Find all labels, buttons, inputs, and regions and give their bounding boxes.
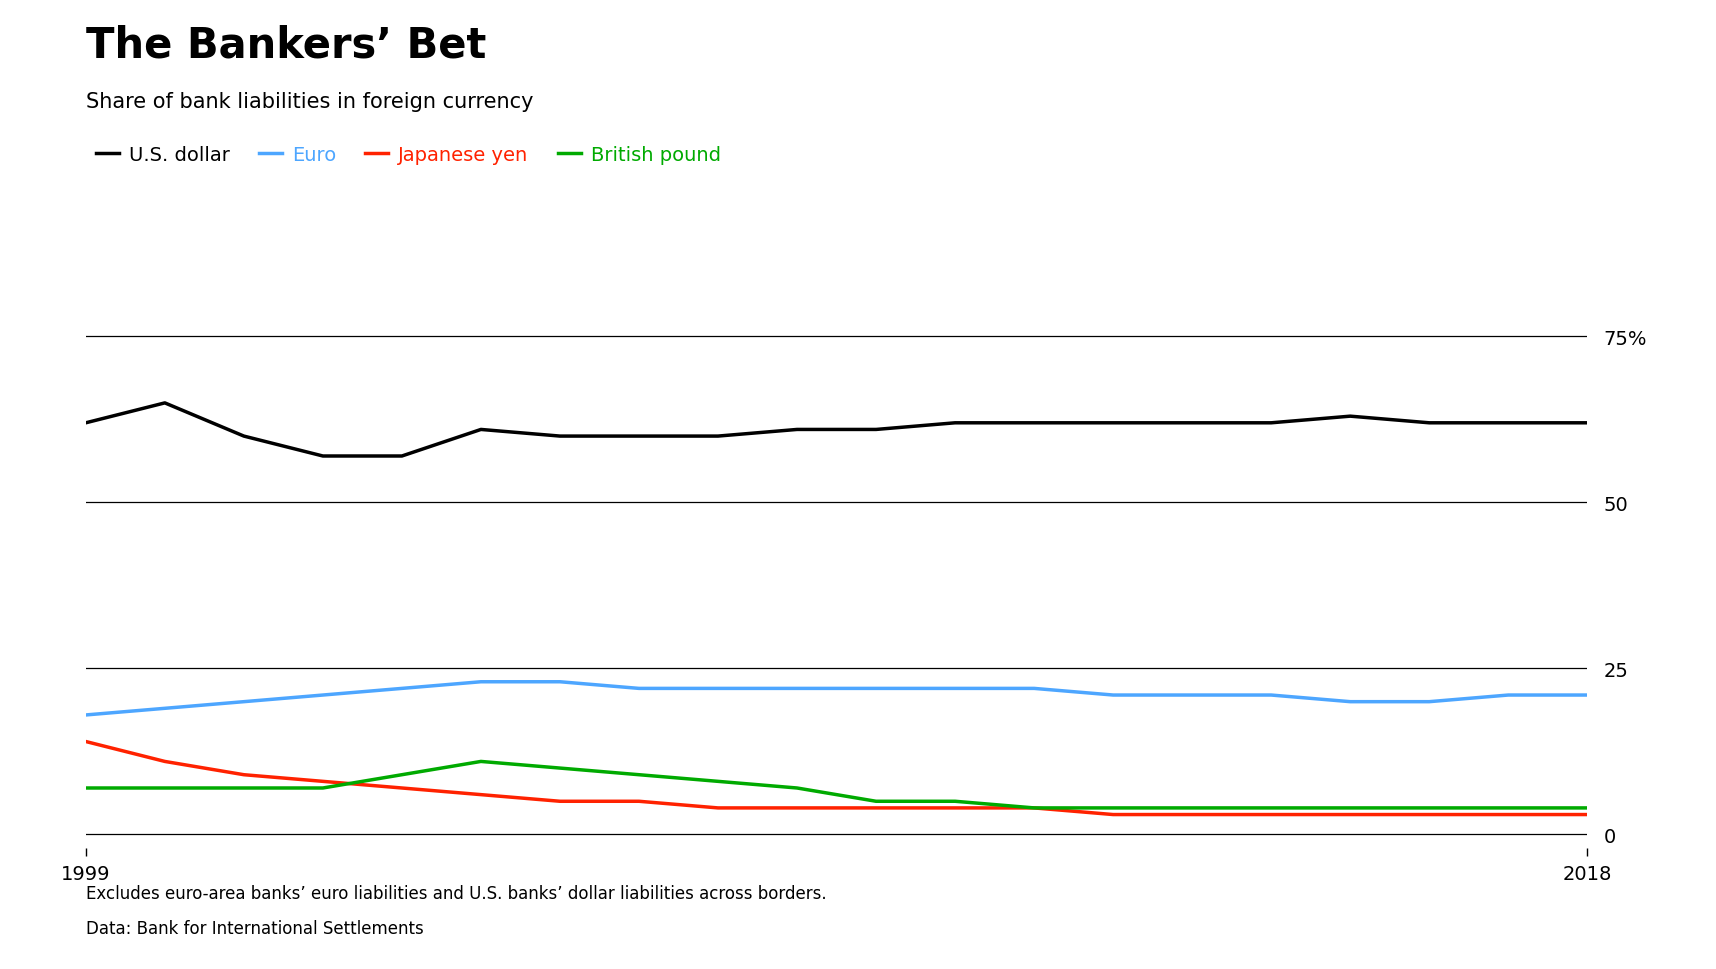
Text: Share of bank liabilities in foreign currency: Share of bank liabilities in foreign cur…	[86, 92, 534, 112]
Legend: U.S. dollar, Euro, Japanese yen, British pound: U.S. dollar, Euro, Japanese yen, British…	[96, 145, 721, 165]
Text: Data: Bank for International Settlements: Data: Bank for International Settlements	[86, 919, 424, 937]
Text: The Bankers’ Bet: The Bankers’ Bet	[86, 24, 486, 66]
Text: Excludes euro-area banks’ euro liabilities and U.S. banks’ dollar liabilities ac: Excludes euro-area banks’ euro liabiliti…	[86, 884, 827, 902]
